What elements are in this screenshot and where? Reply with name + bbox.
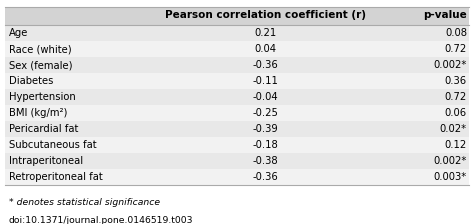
Text: Subcutaneous fat: Subcutaneous fat (9, 140, 96, 150)
Bar (5, 137, 469, 153)
Text: -0.38: -0.38 (253, 156, 278, 166)
Text: 0.08: 0.08 (445, 28, 467, 38)
Bar (5, 169, 469, 185)
Bar (5, 57, 469, 73)
Text: Pericardial fat: Pericardial fat (9, 124, 78, 134)
Bar (5, 105, 469, 121)
Bar (5, 6, 469, 25)
Text: 0.72: 0.72 (445, 44, 467, 54)
Bar (5, 41, 469, 57)
Text: * denotes statistical significance: * denotes statistical significance (9, 198, 160, 207)
Text: Age: Age (9, 28, 28, 38)
Text: p-value: p-value (423, 10, 467, 20)
Text: 0.36: 0.36 (445, 76, 467, 86)
Text: 0.06: 0.06 (445, 108, 467, 118)
Text: -0.25: -0.25 (253, 108, 278, 118)
Text: Sex (female): Sex (female) (9, 60, 72, 70)
Text: Intraperitoneal: Intraperitoneal (9, 156, 82, 166)
Text: -0.18: -0.18 (253, 140, 278, 150)
Text: 0.002*: 0.002* (434, 60, 467, 70)
Text: 0.12: 0.12 (445, 140, 467, 150)
Text: -0.04: -0.04 (253, 92, 278, 102)
Text: Diabetes: Diabetes (9, 76, 53, 86)
Text: 0.002*: 0.002* (434, 156, 467, 166)
Text: -0.11: -0.11 (253, 76, 278, 86)
Text: -0.36: -0.36 (253, 172, 278, 182)
Text: -0.36: -0.36 (253, 60, 278, 70)
Bar (5, 73, 469, 89)
Text: 0.003*: 0.003* (434, 172, 467, 182)
Text: 0.72: 0.72 (445, 92, 467, 102)
Text: -0.39: -0.39 (253, 124, 278, 134)
Text: doi:10.1371/journal.pone.0146519.t003: doi:10.1371/journal.pone.0146519.t003 (9, 216, 193, 224)
Bar (5, 153, 469, 169)
Text: 0.02*: 0.02* (440, 124, 467, 134)
Bar (5, 121, 469, 137)
Bar (5, 89, 469, 105)
Text: Pearson correlation coefficient (r): Pearson correlation coefficient (r) (165, 10, 366, 20)
Text: Retroperitoneal fat: Retroperitoneal fat (9, 172, 102, 182)
Text: Race (white): Race (white) (9, 44, 71, 54)
Text: 0.04: 0.04 (255, 44, 276, 54)
Text: Hypertension: Hypertension (9, 92, 75, 102)
Bar (5, 25, 469, 41)
Text: BMI (kg/m²): BMI (kg/m²) (9, 108, 67, 118)
Text: 0.21: 0.21 (255, 28, 276, 38)
